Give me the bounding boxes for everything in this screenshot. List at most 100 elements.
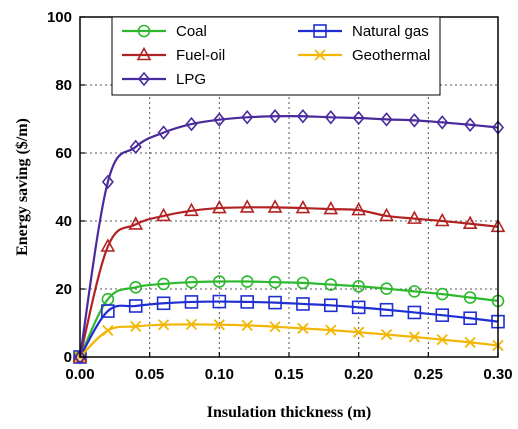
series-line-coal bbox=[79, 280, 499, 358]
data-point-geothermal bbox=[325, 324, 337, 336]
data-point-fuel-oil bbox=[100, 238, 116, 252]
x-tick-label: 0.20 bbox=[344, 366, 373, 383]
data-point-lpg bbox=[129, 139, 142, 155]
data-point-natural-gas bbox=[323, 298, 338, 313]
series-line-fuel-oil bbox=[78, 206, 499, 358]
data-point-lpg bbox=[185, 116, 198, 132]
data-point-natural-gas bbox=[212, 294, 227, 309]
data-point-natural-gas bbox=[351, 300, 366, 315]
data-point-fuel-oil bbox=[211, 199, 227, 214]
data-point-lpg bbox=[464, 117, 477, 133]
data-point-natural-gas bbox=[463, 311, 477, 326]
data-point-lpg bbox=[380, 112, 393, 127]
x-tick-label: 0.10 bbox=[205, 366, 234, 383]
legend: Coal Natural gas Fuel-oil Geothermal LPG bbox=[111, 16, 441, 96]
data-point-fuel-oil bbox=[407, 210, 422, 224]
data-point-geothermal bbox=[157, 319, 170, 331]
series-fuel-oil bbox=[72, 199, 506, 363]
ticks: 0.00 0.05 0.10 0.15 0.20 0.25 0.30 0 20 40 60 80 100 bbox=[47, 9, 513, 383]
data-point-fuel-oil bbox=[239, 199, 255, 213]
data-point-coal bbox=[185, 275, 198, 289]
data-point-natural-gas bbox=[101, 304, 115, 318]
x-axis-title: Insulation thickness (m) bbox=[207, 404, 371, 421]
legend-label-lpg: LPG bbox=[176, 71, 206, 88]
y-tick-label: 0 bbox=[64, 349, 72, 366]
y-tick-label: 80 bbox=[55, 77, 72, 94]
data-point-geothermal bbox=[380, 328, 393, 341]
y-tick-label: 20 bbox=[55, 281, 72, 298]
legend-label-fuel-oil: Fuel-oil bbox=[176, 47, 225, 64]
series-line-lpg bbox=[78, 115, 499, 358]
legend-marker-lpg bbox=[137, 71, 151, 87]
data-point-coal bbox=[324, 278, 338, 291]
data-point-fuel-oil bbox=[351, 201, 367, 216]
data-point-fuel-oil bbox=[128, 216, 144, 230]
x-tick-label: 0.15 bbox=[274, 366, 303, 383]
data-point-fuel-oil bbox=[323, 200, 339, 215]
series-layer bbox=[72, 109, 506, 365]
data-point-lpg bbox=[324, 110, 337, 125]
data-point-geothermal bbox=[213, 319, 225, 331]
data-point-lpg bbox=[101, 174, 114, 190]
data-point-geothermal bbox=[269, 321, 281, 333]
data-point-fuel-oil bbox=[434, 212, 450, 227]
legend-marker-fuel-oil bbox=[136, 46, 152, 61]
legend-label-geothermal: Geothermal bbox=[352, 47, 430, 64]
data-point-coal bbox=[268, 275, 282, 289]
x-tick-label: 0.00 bbox=[65, 366, 94, 383]
y-tick-label: 60 bbox=[55, 145, 72, 162]
data-point-fuel-oil bbox=[295, 199, 311, 214]
series-line-natural-gas bbox=[79, 300, 499, 358]
data-point-lpg bbox=[213, 112, 226, 127]
data-point-lpg bbox=[352, 110, 365, 126]
data-point-coal bbox=[157, 277, 170, 291]
data-point-fuel-oil bbox=[379, 207, 394, 222]
data-point-natural-gas bbox=[296, 297, 310, 311]
data-point-coal bbox=[380, 282, 393, 295]
data-point-geothermal bbox=[102, 324, 114, 337]
x-tick-label: 0.30 bbox=[483, 366, 512, 383]
data-point-coal bbox=[129, 280, 143, 294]
data-point-lpg bbox=[73, 349, 87, 365]
y-axis-title: Energy saving ($/m) bbox=[14, 118, 31, 256]
x-tick-label: 0.25 bbox=[414, 366, 443, 383]
data-point-natural-gas bbox=[407, 305, 422, 320]
data-point-natural-gas bbox=[435, 308, 450, 322]
data-point-natural-gas bbox=[128, 299, 143, 313]
data-point-lpg bbox=[157, 125, 170, 140]
data-point-coal bbox=[296, 276, 310, 290]
data-point-lpg bbox=[296, 109, 309, 124]
data-point-natural-gas bbox=[184, 295, 199, 309]
data-point-coal bbox=[408, 285, 421, 298]
data-point-geothermal bbox=[130, 320, 142, 333]
data-point-geothermal bbox=[241, 319, 253, 332]
data-point-fuel-oil bbox=[267, 199, 283, 213]
data-point-coal bbox=[352, 279, 365, 293]
series-natural-gas bbox=[73, 294, 505, 364]
legend-entry-natural-gas: Natural gas bbox=[298, 23, 429, 40]
data-point-coal bbox=[213, 275, 226, 288]
data-point-geothermal bbox=[353, 326, 365, 338]
data-point-coal bbox=[463, 291, 477, 304]
data-point-geothermal bbox=[408, 331, 421, 343]
data-point-lpg bbox=[408, 113, 421, 128]
legend-marker-coal bbox=[137, 24, 151, 38]
legend-marker-natural-gas bbox=[313, 24, 327, 38]
data-point-fuel-oil bbox=[156, 207, 171, 222]
data-point-fuel-oil bbox=[462, 215, 478, 230]
data-point-fuel-oil bbox=[72, 348, 88, 363]
data-point-coal bbox=[435, 287, 449, 301]
data-point-geothermal bbox=[297, 322, 309, 335]
legend-entry-fuel-oil: Fuel-oil bbox=[122, 46, 225, 64]
data-point-fuel-oil bbox=[184, 202, 199, 217]
legend-marker-geothermal bbox=[314, 49, 326, 61]
data-point-geothermal bbox=[185, 318, 198, 330]
data-point-natural-gas bbox=[156, 296, 171, 311]
legend-label-natural-gas: Natural gas bbox=[352, 23, 429, 40]
y-tick-label: 100 bbox=[47, 9, 72, 26]
data-point-natural-gas bbox=[379, 302, 394, 317]
legend-entry-lpg: LPG bbox=[122, 71, 206, 88]
data-point-lpg bbox=[436, 115, 449, 130]
legend-entry-geothermal: Geothermal bbox=[298, 47, 430, 64]
